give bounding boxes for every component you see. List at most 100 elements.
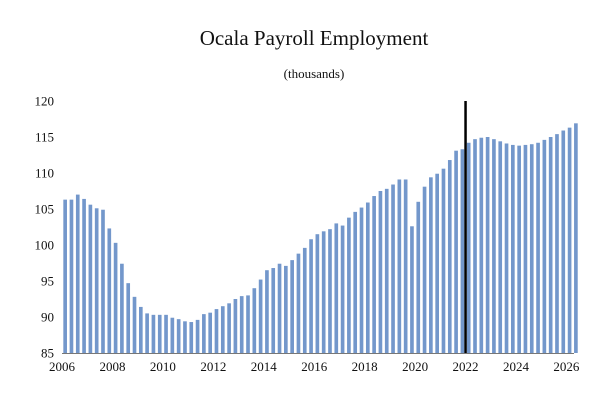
x-axis-tick-labels: 2006 2008 2010 2012 2014 2016 2018 2020 2022 2024… (49, 359, 580, 374)
bar (384, 188, 389, 353)
bar (277, 263, 282, 353)
bar (296, 253, 301, 353)
y-tick-label: 90 (41, 310, 54, 325)
chart-subtitle: (thousands) (284, 66, 345, 81)
bar (359, 207, 364, 353)
x-tick-label: 2010 (150, 359, 176, 374)
bar (511, 144, 515, 353)
bar (176, 319, 181, 353)
bar (397, 179, 402, 353)
bar (410, 226, 414, 353)
bar (378, 191, 383, 353)
x-tick-label: 2016 (301, 359, 328, 374)
bar (567, 127, 572, 353)
bar (517, 145, 521, 353)
bar (561, 130, 566, 353)
bar (536, 142, 540, 353)
bar (126, 283, 131, 353)
bar (302, 247, 307, 353)
bar (504, 143, 509, 353)
x-tick-label: 2024 (503, 359, 530, 374)
bar (435, 173, 439, 353)
bar (138, 306, 143, 353)
bar (252, 288, 257, 353)
bar (498, 141, 503, 353)
bar (63, 199, 67, 353)
bar (542, 139, 547, 353)
bar (208, 312, 213, 353)
bar (132, 296, 137, 353)
bar (309, 239, 313, 353)
bar (422, 186, 427, 353)
chart-title: Ocala Payroll Employment (200, 26, 429, 50)
bar (107, 228, 112, 353)
bar (429, 177, 433, 353)
bar (88, 204, 93, 353)
bar (492, 139, 496, 353)
y-tick-label: 95 (41, 274, 54, 289)
bar (157, 314, 162, 353)
bar (454, 150, 458, 353)
bar (214, 309, 219, 353)
y-tick-label: 105 (35, 202, 55, 217)
y-tick-label: 120 (35, 94, 55, 109)
bar (441, 168, 446, 353)
bar (485, 137, 490, 353)
bar (151, 314, 156, 353)
bar (447, 160, 452, 353)
x-tick-label: 2018 (352, 359, 378, 374)
x-tick-label: 2020 (402, 359, 428, 374)
bar (340, 225, 345, 353)
bar (202, 314, 206, 353)
x-tick-label: 2014 (251, 359, 278, 374)
bar (315, 234, 320, 353)
x-tick-label: 2026 (553, 359, 580, 374)
bar (365, 202, 370, 353)
bar (82, 198, 86, 353)
y-tick-label: 85 (41, 346, 54, 361)
bar-series (63, 123, 578, 353)
x-tick-label: 2022 (453, 359, 479, 374)
bar (460, 149, 465, 353)
x-tick-label: 2008 (99, 359, 125, 374)
bar (391, 184, 395, 353)
bar (246, 295, 250, 353)
bar (94, 208, 99, 353)
bar (548, 137, 553, 353)
bar (189, 322, 194, 353)
bar (290, 260, 294, 353)
bar (113, 242, 118, 353)
bar (183, 321, 187, 353)
bar (372, 196, 376, 353)
bar (220, 306, 225, 353)
bar (265, 270, 269, 353)
y-tick-label: 115 (35, 130, 54, 145)
bar (284, 265, 288, 353)
bar (120, 263, 124, 353)
bar (164, 314, 168, 353)
bar (347, 217, 351, 353)
bar (69, 199, 74, 353)
bar (233, 299, 238, 353)
x-tick-label: 2012 (200, 359, 226, 374)
x-tick-label: 2006 (49, 359, 76, 374)
bar (239, 296, 244, 353)
bar (479, 137, 484, 353)
bar (574, 123, 578, 353)
bar (321, 231, 326, 353)
bar (145, 313, 149, 353)
bar (170, 317, 175, 353)
bar (473, 139, 477, 353)
bar (466, 142, 471, 353)
bar (328, 229, 332, 353)
y-axis-tick-labels: 85 90 95 100 105 110 115 120 (35, 94, 55, 361)
bar (353, 211, 358, 353)
bar (101, 209, 105, 353)
bar (227, 303, 231, 353)
bar (334, 223, 339, 353)
bar (403, 179, 408, 353)
bar (416, 201, 421, 353)
bar (195, 319, 200, 353)
bar (258, 279, 263, 353)
